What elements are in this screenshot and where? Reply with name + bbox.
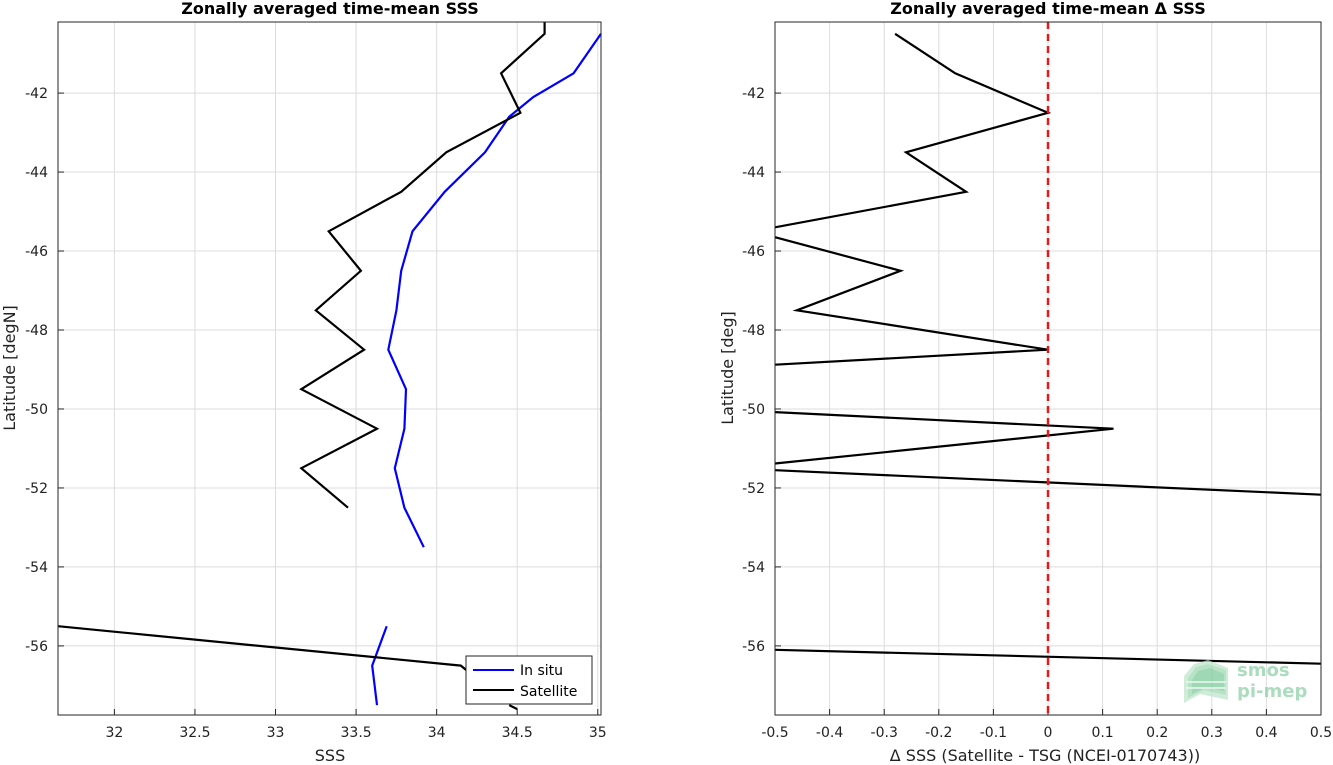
delta-sss-series-line [774,32,1052,229]
satellite-series-line [299,22,546,509]
x-tick-label: 0.2 [1146,725,1168,741]
y-tick-label: -56 [25,639,48,655]
in-situ-series-line [387,33,602,548]
y-tick-label: -52 [25,481,48,497]
in-situ-series-line [371,625,388,706]
delta-sss-series-line [774,411,1114,465]
x-tick-label: -0.4 [816,725,843,741]
x-tick-label: 35 [589,725,607,741]
y-tick-label: -54 [742,560,765,576]
left-chart-title: Zonally averaged time-mean SSS [181,0,479,18]
logo-mark-icon [1184,660,1228,703]
y-tick-label: -44 [25,165,48,181]
logo-text-smos: smos [1237,660,1290,681]
x-tick-label: 0.4 [1255,725,1277,741]
x-tick-label: 0.5 [1310,725,1332,741]
x-tick-label: 0.1 [1091,725,1113,741]
smos-pi-mep-logo: smos pi-mep [1184,660,1307,703]
y-tick-label: -52 [742,481,765,497]
x-tick-label: -0.2 [925,725,952,741]
y-tick-label: -42 [25,86,48,102]
delta-sss-series-line [774,648,1322,665]
left-chart-frame [57,21,602,716]
left-chart-y-tick-labels: -56 -54 -52 -50 -48 -46 -44 -42 [25,86,48,655]
left-chart-legend: In situ Satellite [465,655,593,705]
x-tick-label: 33 [267,725,285,741]
x-tick-label: 0.3 [1201,725,1223,741]
left-chart-panel: Zonally averaged time-mean SSS 32 32.5 33 3… [0,0,607,765]
right-chart-x-tick-labels: -0.5 -0.4 -0.3 -0.2 -0.1 0 0.1 0.2 0.3 0.4 0.5 [761,725,1332,741]
y-tick-label: -48 [742,323,765,339]
right-chart-frame [774,21,1322,716]
legend-box [465,655,593,705]
x-tick-label: 34 [428,725,446,741]
left-chart-x-tick-labels: 32 32.5 33 33.5 34 34.5 35 [105,725,606,741]
y-tick-label: -54 [25,560,48,576]
legend-satellite-label: Satellite [520,684,577,700]
right-chart-y-axis-label: Latitude [deg] [718,311,737,425]
satellite-series-line [57,625,486,687]
right-chart-title: Zonally averaged time-mean Δ SSS [890,0,1206,18]
y-tick-label: -50 [742,402,765,418]
logo-text-pi-mep: pi-mep [1237,681,1307,702]
x-tick-label: 33.5 [341,725,372,741]
legend-in-situ-label: In situ [520,663,563,679]
x-tick-label: 34.5 [502,725,533,741]
y-tick-label: -50 [25,402,48,418]
satellite-series-line [508,704,518,711]
y-tick-label: -42 [742,86,765,102]
delta-sss-series-line [774,236,1049,366]
right-chart-y-tick-labels: -56 -54 -52 -50 -48 -46 -44 -42 [742,86,765,655]
y-tick-label: -48 [25,323,48,339]
x-tick-label: -0.3 [871,725,898,741]
x-tick-label: 32 [105,725,123,741]
left-chart-series [57,22,602,711]
x-tick-label: 32.5 [179,725,210,741]
y-tick-label: -46 [25,244,48,260]
left-chart-y-axis-label: Latitude [degN] [0,305,19,431]
y-tick-label: -44 [742,165,765,181]
right-chart-panel: Zonally averaged time-mean Δ SSS smos pi… [718,0,1332,765]
y-tick-label: -56 [742,639,765,655]
y-tick-label: -46 [742,244,765,260]
x-tick-label: -0.5 [761,725,788,741]
right-chart-x-axis-label: Δ SSS (Satellite - TSG (NCEI-0170743)) [890,746,1200,765]
left-chart-grid [58,22,601,715]
left-chart-x-axis-label: SSS [315,746,345,765]
x-tick-label: -0.1 [980,725,1007,741]
x-tick-label: 0 [1044,725,1053,741]
